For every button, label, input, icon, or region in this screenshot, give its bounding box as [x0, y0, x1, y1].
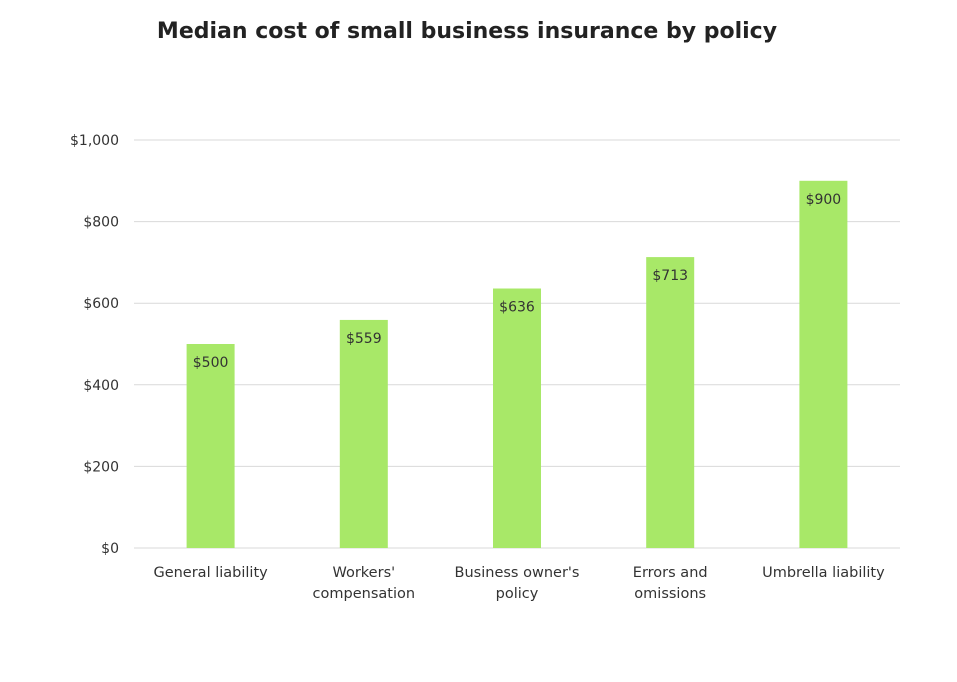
x-tick-label: omissions — [634, 586, 706, 602]
y-tick-label: $200 — [83, 459, 119, 475]
x-tick-label: policy — [496, 586, 539, 602]
x-tick-label: Errors and — [633, 565, 708, 581]
y-tick-label: $0 — [101, 541, 119, 557]
x-tick-label: compensation — [313, 586, 416, 602]
bar — [493, 288, 541, 548]
bar — [646, 257, 695, 548]
y-tick-label: $600 — [83, 296, 119, 312]
bar — [339, 319, 388, 548]
bar — [186, 344, 235, 548]
bar — [799, 180, 848, 549]
y-tick-label: $800 — [83, 215, 119, 231]
data-label: $636 — [499, 300, 535, 316]
data-label: $559 — [346, 331, 382, 347]
x-tick-label: Business owner's — [455, 565, 580, 581]
chart-title: Median cost of small business insurance … — [157, 19, 777, 44]
data-label: $500 — [193, 355, 229, 371]
data-label: $713 — [652, 268, 688, 284]
y-tick-label: $1,000 — [70, 133, 119, 149]
x-tick-label: General liability — [153, 565, 268, 581]
x-tick-label: Umbrella liability — [762, 565, 885, 581]
y-tick-label: $400 — [83, 378, 119, 394]
x-tick-label: Workers' — [332, 565, 395, 581]
data-label: $900 — [806, 192, 842, 208]
